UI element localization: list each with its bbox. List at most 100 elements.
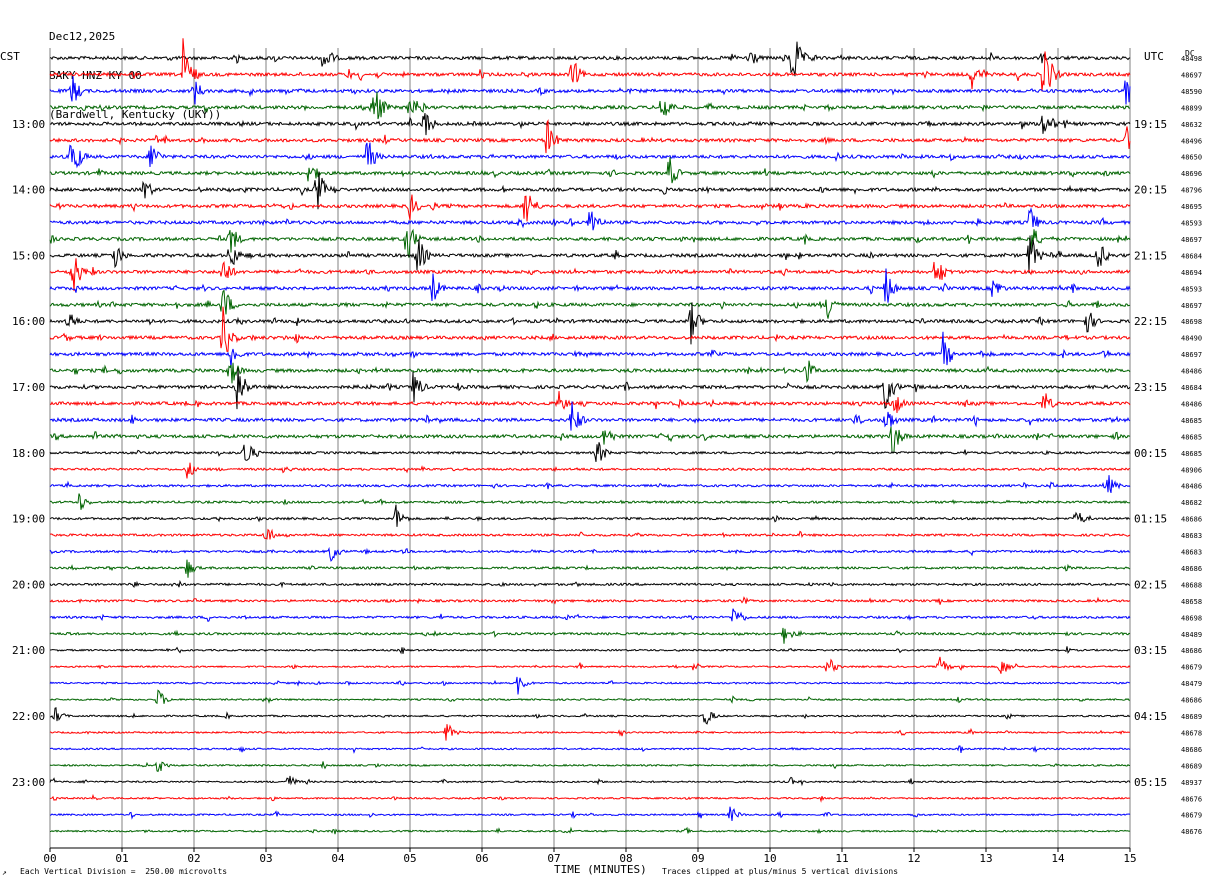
seismic-trace bbox=[49, 627, 1131, 644]
seismic-trace bbox=[50, 646, 1131, 655]
seismic-trace bbox=[49, 806, 1131, 822]
x-tick-label: 03 bbox=[259, 852, 272, 865]
seismic-trace bbox=[49, 745, 1131, 754]
dc-offset-label: 48686 bbox=[1181, 516, 1202, 524]
dc-offset-label: 48590 bbox=[1181, 88, 1202, 96]
seismic-trace bbox=[49, 91, 1130, 120]
x-tick-label: 05 bbox=[403, 852, 416, 865]
utc-time-label: 21:15 bbox=[1134, 249, 1167, 262]
utc-time-label: 04:15 bbox=[1134, 710, 1167, 723]
dc-offset-label: 48689 bbox=[1181, 762, 1202, 770]
seismic-trace bbox=[49, 171, 1131, 210]
cst-time-label: 16:00 bbox=[12, 315, 45, 328]
utc-time-label: 01:15 bbox=[1134, 513, 1167, 526]
dc-offset-label: 48684 bbox=[1181, 252, 1202, 260]
seismic-trace bbox=[49, 596, 1131, 605]
dc-offset-label: 48906 bbox=[1181, 466, 1202, 474]
x-tick-label: 14 bbox=[1051, 852, 1065, 865]
cst-time-label: 22:00 bbox=[12, 710, 45, 723]
left-timezone-label: CST bbox=[0, 50, 20, 63]
utc-time-label: 19:15 bbox=[1134, 118, 1167, 131]
seismic-trace bbox=[49, 76, 1131, 105]
seismic-trace bbox=[49, 258, 1131, 292]
dc-offset-label: 48683 bbox=[1181, 532, 1202, 540]
dc-offset-label: 48698 bbox=[1181, 614, 1202, 622]
dc-offset-label: 48682 bbox=[1181, 499, 1202, 507]
dc-offset-label: 48695 bbox=[1181, 203, 1202, 211]
x-tick-label: 10 bbox=[763, 852, 776, 865]
dc-offset-label: 48696 bbox=[1181, 170, 1202, 178]
x-axis-title: TIME (MINUTES) bbox=[554, 863, 647, 876]
dc-offset-label: 48697 bbox=[1181, 71, 1202, 79]
dc-offset-label: 48689 bbox=[1181, 713, 1202, 721]
dc-offset-label: 48796 bbox=[1181, 187, 1202, 195]
seismic-trace bbox=[49, 676, 1131, 695]
seismic-trace bbox=[49, 142, 1131, 169]
seismic-trace bbox=[49, 302, 1131, 345]
x-tick-label: 08 bbox=[619, 852, 632, 865]
utc-time-label: 20:15 bbox=[1134, 184, 1167, 197]
cst-time-label: 14:00 bbox=[12, 184, 45, 197]
seismic-trace bbox=[49, 289, 1131, 319]
dc-offset-label: 48593 bbox=[1181, 220, 1202, 228]
seismic-trace bbox=[49, 656, 1131, 674]
seismic-trace bbox=[49, 207, 1131, 231]
seismic-trace bbox=[49, 475, 1131, 494]
footer-clip-note: Traces clipped at plus/minus 5 vertical … bbox=[662, 867, 899, 876]
seismic-trace bbox=[49, 493, 1131, 510]
dc-offset-label: 48685 bbox=[1181, 450, 1202, 458]
cst-time-label: 19:00 bbox=[12, 513, 45, 526]
dc-offset-label: 48686 bbox=[1181, 565, 1202, 573]
dc-offset-label: 48489 bbox=[1181, 631, 1202, 639]
utc-time-label: 00:15 bbox=[1134, 447, 1167, 460]
seismic-trace bbox=[49, 268, 1131, 303]
dc-offset-label: 48632 bbox=[1181, 121, 1202, 129]
trace-group bbox=[49, 38, 1131, 835]
seismic-trace bbox=[49, 360, 1131, 384]
seismic-trace bbox=[49, 235, 1131, 274]
dc-offset-label: 48486 bbox=[1181, 368, 1202, 376]
seismic-trace bbox=[49, 331, 1131, 369]
dc-offset-label: 48937 bbox=[1181, 779, 1202, 787]
seismic-trace bbox=[49, 391, 1131, 414]
utc-time-label: 05:15 bbox=[1134, 776, 1167, 789]
footer-scale-note: Each Vertical Division = 250.00 microvol… bbox=[20, 867, 228, 876]
x-tick-label: 13 bbox=[979, 852, 992, 865]
utc-time-label: 22:15 bbox=[1134, 315, 1167, 328]
dc-offset-label: 48694 bbox=[1181, 269, 1202, 277]
x-tick-label: 02 bbox=[187, 852, 200, 865]
seismic-trace bbox=[49, 367, 1131, 410]
seismic-trace bbox=[49, 826, 1131, 835]
cst-time-label: 13:00 bbox=[12, 118, 45, 131]
x-tick-label: 04 bbox=[331, 852, 345, 865]
dc-offset-label: 48697 bbox=[1181, 302, 1202, 310]
seismic-trace bbox=[49, 559, 1131, 578]
utc-time-label: 02:15 bbox=[1134, 578, 1167, 591]
dc-offset-label: 48498 bbox=[1181, 55, 1202, 63]
dc-offset-label: 48684 bbox=[1181, 384, 1202, 392]
dc-offset-label: 48686 bbox=[1181, 697, 1202, 705]
dc-offset-label: 48697 bbox=[1181, 351, 1202, 359]
dc-offset-label: 48698 bbox=[1181, 318, 1202, 326]
seismic-trace bbox=[49, 228, 1131, 258]
utc-time-label: 23:15 bbox=[1134, 381, 1167, 394]
seismic-trace bbox=[49, 401, 1131, 431]
seismic-trace bbox=[49, 689, 1131, 705]
label-group: 00 01 02 03 04 05 06 07 08 09 10 11 12 13 14 15 48498 486… bbox=[12, 55, 1202, 865]
seismic-trace bbox=[49, 793, 1131, 803]
seismic-trace bbox=[49, 462, 1131, 479]
cst-time-label: 17:00 bbox=[12, 381, 45, 394]
seismic-trace bbox=[49, 724, 1131, 741]
dc-offset-label: 48650 bbox=[1181, 154, 1202, 162]
seismic-trace bbox=[49, 608, 1131, 622]
dc-offset-label: 48593 bbox=[1181, 285, 1202, 293]
footer-scale-icon: ↗ bbox=[2, 868, 7, 877]
x-tick-label: 12 bbox=[907, 852, 920, 865]
dc-offset-label: 48496 bbox=[1181, 137, 1202, 145]
dc-header-label: DC bbox=[1185, 49, 1195, 58]
dc-offset-label: 48658 bbox=[1181, 598, 1202, 606]
dc-offset-label: 48676 bbox=[1181, 828, 1202, 836]
seismic-trace bbox=[49, 41, 1131, 77]
seismic-trace bbox=[49, 761, 1131, 773]
